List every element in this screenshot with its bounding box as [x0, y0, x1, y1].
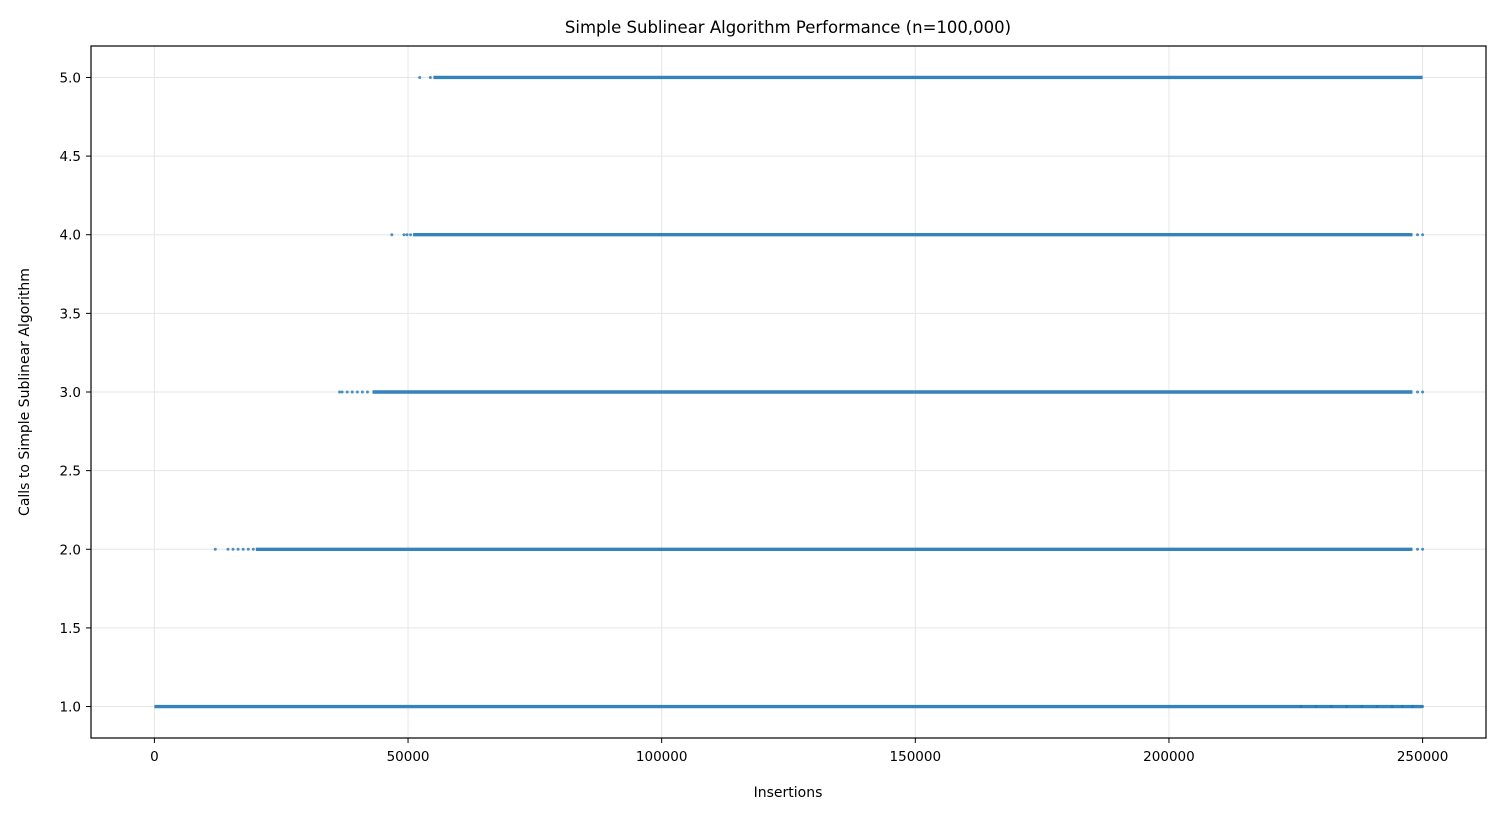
data-point: [246, 547, 250, 551]
data-point: [409, 233, 413, 237]
data-point: [1410, 705, 1414, 709]
data-point: [355, 390, 359, 394]
data-point: [231, 547, 235, 551]
data-point: [1421, 233, 1425, 237]
x-tick-label: 100000: [636, 749, 688, 765]
data-point: [1375, 705, 1379, 709]
y-tick-label: 4.5: [60, 149, 81, 165]
data-point: [213, 547, 217, 551]
series-y-5: [418, 75, 1423, 80]
x-tick-label: 150000: [890, 749, 942, 765]
data-point: [390, 233, 394, 237]
x-tick-label: 0: [150, 749, 159, 765]
data-point: [1345, 705, 1348, 709]
y-tick-label: 4.0: [60, 228, 81, 244]
data-point: [1416, 390, 1420, 394]
series-y-4: [390, 233, 1425, 237]
series-y-1: [154, 704, 1425, 709]
data-point: [1314, 705, 1318, 709]
series-y-3: [338, 390, 1425, 394]
data-point: [1329, 705, 1333, 709]
x-tick-label: 50000: [387, 749, 430, 765]
y-tick-label: 1.0: [60, 700, 81, 716]
series-y-2: [213, 547, 1425, 551]
data-point: [345, 390, 349, 394]
y-tick-label: 2.5: [60, 464, 81, 480]
y-tick-label: 5.0: [60, 70, 81, 86]
data-point: [360, 390, 364, 394]
axis-ticks: 0 50000 100000 150000 200000 250000 1.0 1.5 2.0 2…: [60, 70, 1449, 765]
data-point: [1416, 233, 1420, 237]
data-points: [154, 75, 1425, 709]
x-tick-label: 250000: [1397, 749, 1449, 765]
data-point: [350, 390, 354, 394]
data-point: [418, 75, 422, 79]
data-point: [365, 390, 369, 394]
x-tick-label: 200000: [1143, 749, 1195, 765]
data-point: [402, 233, 406, 237]
y-axis-label: Calls to Simple Sublinear Algorithm: [17, 268, 33, 516]
data-point: [1421, 705, 1425, 709]
y-tick-label: 3.0: [60, 385, 81, 401]
data-point: [428, 75, 432, 79]
data-point: [236, 547, 240, 551]
data-point: [1400, 705, 1404, 709]
data-point: [1299, 705, 1303, 709]
data-point: [1360, 705, 1364, 709]
data-point: [1390, 705, 1394, 709]
data-point: [405, 233, 409, 237]
data-point: [338, 390, 342, 394]
data-point: [1421, 390, 1425, 394]
chart-title: Simple Sublinear Algorithm Performance (…: [565, 18, 1011, 37]
data-point: [241, 547, 245, 551]
y-tick-label: 2.0: [60, 542, 81, 558]
y-tick-label: 3.5: [60, 306, 81, 322]
data-point: [226, 547, 230, 551]
data-point: [340, 390, 344, 394]
data-point: [251, 547, 255, 551]
data-point: [1416, 547, 1420, 551]
data-point: [1421, 547, 1425, 551]
y-tick-label: 1.5: [60, 621, 81, 637]
x-axis-label: Insertions: [754, 785, 823, 801]
